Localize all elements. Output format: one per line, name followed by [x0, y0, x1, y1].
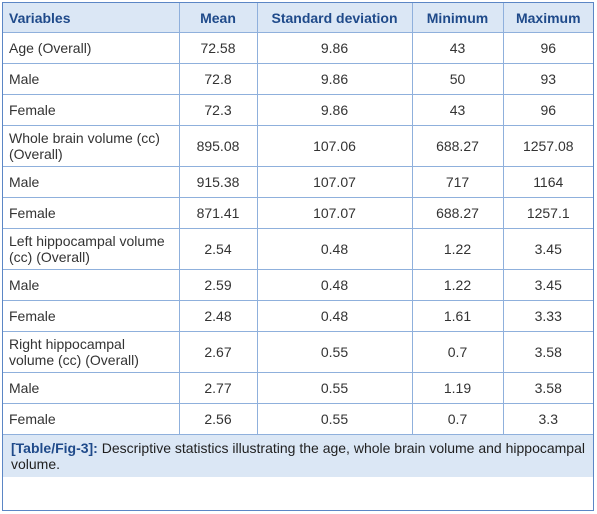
cell-max: 3.58	[503, 331, 593, 373]
cell-max: 96	[503, 94, 593, 126]
cell-mean: 895.08	[179, 125, 258, 167]
table-row: Age (Overall) 72.58 9.86 43 96	[3, 32, 593, 64]
cell-mean: 72.3	[179, 94, 258, 126]
cell-sd: 0.55	[257, 403, 413, 435]
cell-sd: 0.48	[257, 300, 413, 332]
header-standard-deviation: Standard deviation	[257, 3, 413, 33]
table-row: Male 2.59 0.48 1.22 3.45	[3, 269, 593, 301]
cell-sd: 9.86	[257, 63, 413, 95]
cell-min: 688.27	[412, 197, 504, 229]
table-row: Male 2.77 0.55 1.19 3.58	[3, 372, 593, 404]
row-label: Female	[3, 94, 180, 126]
header-maximum: Maximum	[503, 3, 593, 33]
cell-max: 1257.1	[503, 197, 593, 229]
cell-mean: 72.58	[179, 32, 258, 64]
row-label: Male	[3, 372, 180, 404]
cell-min: 717	[412, 166, 504, 198]
cell-sd: 9.86	[257, 32, 413, 64]
cell-mean: 2.77	[179, 372, 258, 404]
cell-max: 3.45	[503, 228, 593, 270]
cell-min: 1.22	[412, 228, 504, 270]
table-row: Right hippocampal volume (cc) (Overall) …	[3, 331, 593, 373]
header-minimum: Minimum	[412, 3, 504, 33]
table-row: Female 2.56 0.55 0.7 3.3	[3, 403, 593, 435]
cell-min: 0.7	[412, 403, 504, 435]
cell-max: 3.45	[503, 269, 593, 301]
table-caption: [Table/Fig-3]: Descriptive statistics il…	[3, 435, 593, 477]
cell-min: 1.61	[412, 300, 504, 332]
caption-text: Descriptive statistics illustrating the …	[11, 440, 585, 472]
cell-max: 1257.08	[503, 125, 593, 167]
cell-sd: 107.07	[257, 197, 413, 229]
row-label: Age (Overall)	[3, 32, 180, 64]
cell-mean: 2.48	[179, 300, 258, 332]
cell-min: 43	[412, 94, 504, 126]
cell-max: 3.33	[503, 300, 593, 332]
cell-max: 3.3	[503, 403, 593, 435]
row-label: Male	[3, 166, 180, 198]
header-mean: Mean	[179, 3, 258, 33]
table-row: Female 871.41 107.07 688.27 1257.1	[3, 197, 593, 229]
table-row: Female 2.48 0.48 1.61 3.33	[3, 300, 593, 332]
row-label: Female	[3, 403, 180, 435]
row-label: Left hippocampal volume (cc) (Overall)	[3, 228, 180, 270]
table-header-row: Variables Mean Standard deviation Minimu…	[3, 3, 593, 33]
cell-max: 3.58	[503, 372, 593, 404]
table-row: Male 72.8 9.86 50 93	[3, 63, 593, 95]
header-variables: Variables	[3, 3, 180, 33]
row-label: Male	[3, 63, 180, 95]
cell-mean: 2.56	[179, 403, 258, 435]
row-label: Whole brain volume (cc) (Overall)	[3, 125, 180, 167]
cell-mean: 871.41	[179, 197, 258, 229]
cell-max: 96	[503, 32, 593, 64]
cell-mean: 2.67	[179, 331, 258, 373]
cell-min: 50	[412, 63, 504, 95]
row-label: Male	[3, 269, 180, 301]
cell-mean: 2.59	[179, 269, 258, 301]
table-row: Left hippocampal volume (cc) (Overall) 2…	[3, 228, 593, 270]
cell-sd: 107.07	[257, 166, 413, 198]
cell-min: 688.27	[412, 125, 504, 167]
cell-min: 1.22	[412, 269, 504, 301]
table-row: Female 72.3 9.86 43 96	[3, 94, 593, 126]
cell-sd: 0.48	[257, 269, 413, 301]
cell-sd: 0.55	[257, 331, 413, 373]
cell-max: 1164	[503, 166, 593, 198]
caption-tag: [Table/Fig-3]:	[11, 440, 98, 456]
cell-sd: 107.06	[257, 125, 413, 167]
descriptive-statistics-table: Variables Mean Standard deviation Minimu…	[3, 3, 593, 435]
cell-sd: 0.48	[257, 228, 413, 270]
cell-mean: 2.54	[179, 228, 258, 270]
row-label: Female	[3, 197, 180, 229]
row-label: Right hippocampal volume (cc) (Overall)	[3, 331, 180, 373]
cell-sd: 9.86	[257, 94, 413, 126]
cell-mean: 915.38	[179, 166, 258, 198]
cell-min: 43	[412, 32, 504, 64]
cell-mean: 72.8	[179, 63, 258, 95]
table-row: Male 915.38 107.07 717 1164	[3, 166, 593, 198]
cell-min: 1.19	[412, 372, 504, 404]
cell-min: 0.7	[412, 331, 504, 373]
table-row: Whole brain volume (cc) (Overall) 895.08…	[3, 125, 593, 167]
row-label: Female	[3, 300, 180, 332]
cell-sd: 0.55	[257, 372, 413, 404]
cell-max: 93	[503, 63, 593, 95]
